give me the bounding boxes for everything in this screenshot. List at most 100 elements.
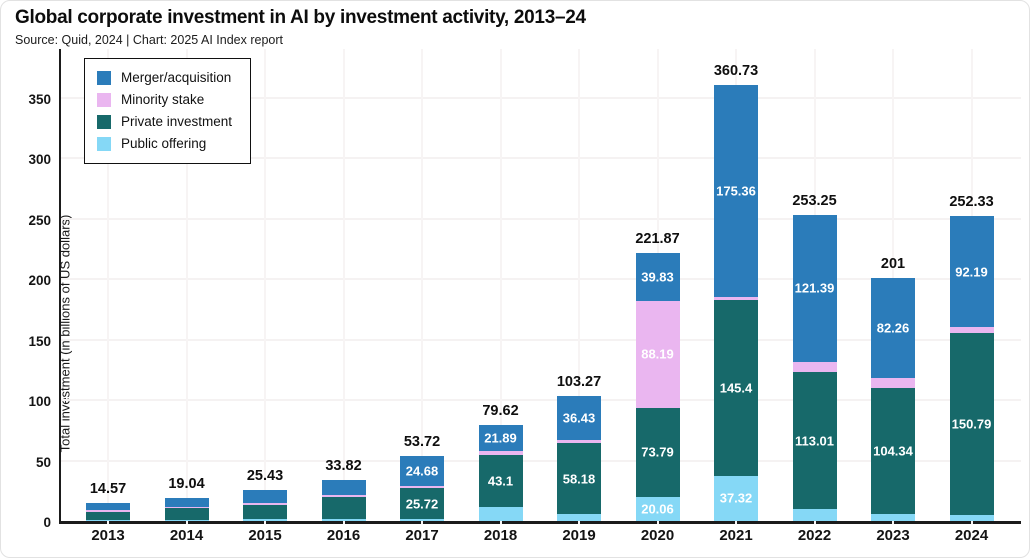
x-gridline [499,49,502,524]
bar-total-label: 14.57 [89,481,127,498]
x-tick-label: 2017 [405,527,439,544]
x-gridline [185,49,188,524]
bar-segment-public-offering [86,519,130,521]
bar-2020: 20.06 73.79 88.19 39.83 221.87 2020 [635,46,680,544]
y-gridline [61,96,1021,99]
bar-total-label: 25.43 [246,468,284,485]
bar-segment-merger-acquisition [86,503,130,511]
bar-segment-private-investment [321,497,366,519]
legend-item-label: Merger/acquisition [121,70,232,85]
bar-segment-public-offering [792,508,837,521]
x-gridline [264,49,266,524]
legend-item: Private investment [97,114,232,129]
y-gridline [61,157,1021,160]
x-tick-label: 2016 [326,527,361,544]
bar-segment-private-investment: 113.01 [792,372,837,509]
bar-segment-minority-stake [557,440,601,444]
x-gridline [578,49,580,524]
bar-segment-value: 175.36 [716,183,756,199]
bar-segment-private-investment: 104.34 [871,388,915,515]
bar-segment-merger-acquisition [243,490,287,503]
legend-swatch-icon [97,70,111,85]
x-tick-label: 2014 [169,527,204,544]
x-gridline [107,49,109,524]
y-tick-label: 300 [28,152,51,168]
y-tick-label: 0 [43,515,51,530]
y-gridline [61,399,1021,402]
y-tick-label: 150 [28,333,51,349]
bar-2022: 113.01 121.39 253.25 2022 [792,46,837,544]
bar-total-label: 53.72 [403,434,441,451]
bar-segment-private-investment: 145.4 [714,300,758,476]
bar-2017: 25.72 24.68 53.72 2017 [400,46,444,544]
chart-subtitle: Source: Quid, 2024 | Chart: 2025 AI Inde… [15,33,283,47]
bar-segment-minority-stake [164,507,209,509]
bar-total-label: 252.33 [949,194,994,211]
bar-segment-private-investment [243,504,287,520]
bar-segment-value: 43.1 [487,473,514,489]
legend-swatch-icon [97,136,111,151]
bar-segment-minority-stake [400,485,444,489]
x-tick-label: 2020 [640,527,675,544]
bar-total-label: 79.62 [482,402,519,419]
bar-segment-value: 58.18 [562,471,596,487]
bar-2013: 14.57 2013 [86,46,130,544]
bar-segment-public-offering [400,519,444,521]
bar-segment-value: 36.43 [562,410,596,426]
y-tick-label: 100 [28,394,51,410]
bar-segment-private-investment: 43.1 [478,455,523,508]
x-gridline [421,49,423,524]
bar-segment-public-offering [871,514,915,521]
bar-segment-merger-acquisition [164,498,209,508]
bar-2018: 43.1 21.89 79.62 2018 [478,46,523,544]
bar-total-label: 360.73 [713,63,759,80]
bar-segment-private-investment: 25.72 [400,488,444,520]
bar-total-label: 103.27 [556,374,602,391]
x-tick-label: 2024 [954,527,989,544]
x-tick-label: 2021 [719,527,753,544]
bar-segment-minority-stake [243,502,287,505]
bar-2024: 150.79 92.19 252.33 2024 [949,46,994,544]
legend-swatch-icon [97,114,111,129]
bar-segment-private-investment [86,511,130,520]
bar-2023: 104.34 82.26 201 2023 [871,46,915,544]
bar-segment-minority-stake [86,510,130,512]
bar-segment-minority-stake: 88.19 [635,301,680,408]
y-tick-label: 350 [28,91,51,107]
bar-segment-merger-acquisition: 36.43 [557,396,601,441]
bar-segment-minority-stake [714,296,758,301]
bar-segment-value: 104.34 [873,443,913,459]
bar-2021: 37.32 145.4 175.36 360.73 2021 [714,46,758,544]
x-tick-label: 2013 [91,527,125,544]
bar-segment-merger-acquisition: 121.39 [792,214,837,362]
plot-area: Total investment (in billions of US doll… [58,46,1021,544]
bar-segment-value: 24.68 [405,463,439,479]
bar-segment-value: 145.4 [719,380,753,396]
bar-segment-public-offering [321,518,366,521]
bar-segment-merger-acquisition: 39.83 [635,252,680,301]
bar-segment-merger-acquisition: 82.26 [871,278,915,378]
bar-segment-public-offering [478,507,523,521]
bar-2015: 25.43 2015 [243,46,287,544]
bar-segment-value: 25.72 [405,496,439,512]
y-gridline [61,459,1021,462]
bar-segment-private-investment: 73.79 [635,407,680,497]
bar-segment-merger-acquisition: 175.36 [714,85,758,297]
bar-segment-public-offering [949,515,994,521]
bar-segment-value: 113.01 [794,433,835,449]
bar-segment-merger-acquisition: 21.89 [478,424,523,452]
bar-segment-private-investment [164,508,209,520]
bar-segment-merger-acquisition [321,480,366,495]
legend-item-label: Public offering [121,136,207,151]
bar-segment-private-investment: 150.79 [949,333,994,516]
bar-total-label: 253.25 [792,192,837,209]
bar-2019: 58.18 36.43 103.27 2019 [557,46,601,544]
bar-segment-value: 121.39 [794,280,835,296]
chart-title: Global corporate investment in AI by inv… [15,7,586,28]
bar-segment-minority-stake [949,327,994,334]
bar-segment-public-offering [243,519,287,521]
legend-item: Merger/acquisition [97,70,232,85]
bar-segment-value: 39.83 [641,269,674,285]
bar-segment-minority-stake [478,451,523,456]
